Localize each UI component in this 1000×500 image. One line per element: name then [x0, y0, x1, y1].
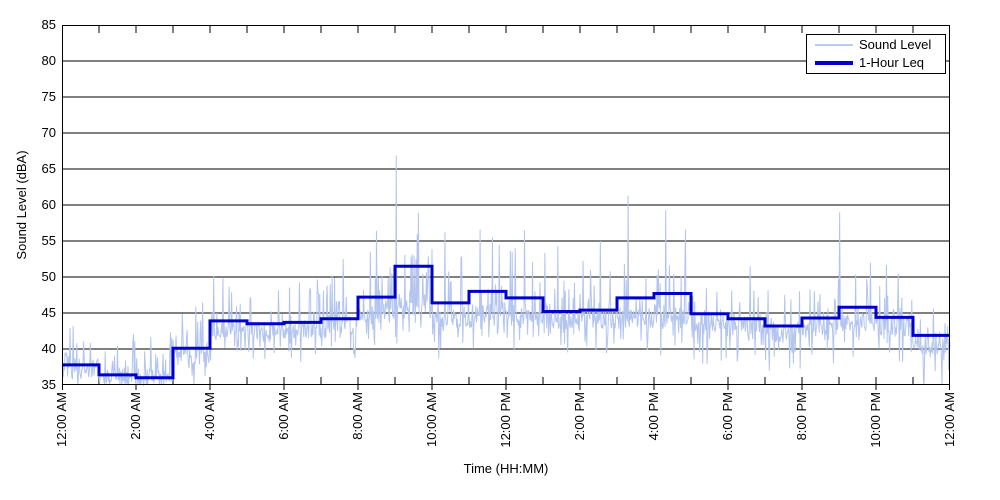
- x-tick-label-6: 12:00 PM: [498, 392, 513, 448]
- y-tick-label-50: 50: [41, 269, 56, 284]
- y-tick-label-60: 60: [41, 197, 56, 212]
- x-tick-label-2: 4:00 AM: [202, 392, 217, 440]
- y-tick-label-85: 85: [41, 17, 56, 32]
- y-axis-title: Sound Level (dBA): [14, 150, 29, 260]
- x-tick-label-3: 6:00 AM: [276, 392, 291, 440]
- y-tick-label-80: 80: [41, 53, 56, 68]
- sound-level-series: [61, 155, 951, 387]
- x-tick-label-10: 8:00 PM: [794, 392, 809, 441]
- x-tick-label-9: 6:00 PM: [720, 392, 735, 441]
- y-tick-label-35: 35: [41, 377, 56, 392]
- legend-label-leq: 1-Hour Leq: [859, 55, 925, 71]
- legend-label-sound-level: Sound Level: [859, 36, 932, 52]
- plot-border: [61, 24, 951, 386]
- leq-line-swatch: [815, 61, 853, 66]
- legend: Sound Level 1-Hour Leq: [806, 34, 946, 74]
- x-tick-label-12: 12:00 AM: [942, 392, 957, 447]
- x-axis-title: Time (HH:MM): [463, 461, 549, 476]
- x-tick-label-1: 2:00 AM: [128, 392, 143, 440]
- x-tick-label-4: 8:00 AM: [350, 392, 365, 440]
- y-tick-label-75: 75: [41, 89, 56, 104]
- plot-area: [61, 24, 951, 390]
- x-tick-label-8: 4:00 PM: [646, 392, 661, 441]
- y-tick-label-55: 55: [41, 233, 56, 248]
- y-tick-label-45: 45: [41, 305, 56, 320]
- x-tick-label-0: 12:00 AM: [54, 392, 69, 447]
- legend-entry-leq: 1-Hour Leq: [807, 54, 945, 72]
- sound-level-line-swatch: [815, 43, 853, 46]
- legend-entry-sound-level: Sound Level: [807, 36, 945, 54]
- y-tick-label-70: 70: [41, 125, 56, 140]
- y-tick-label-65: 65: [41, 161, 56, 176]
- leq-series: [62, 264, 950, 380]
- x-tick-label-11: 10:00 PM: [868, 392, 883, 448]
- x-tick-label-5: 10:00 AM: [424, 392, 439, 447]
- x-tick-label-7: 2:00 PM: [572, 392, 587, 441]
- y-tick-label-40: 40: [41, 341, 56, 356]
